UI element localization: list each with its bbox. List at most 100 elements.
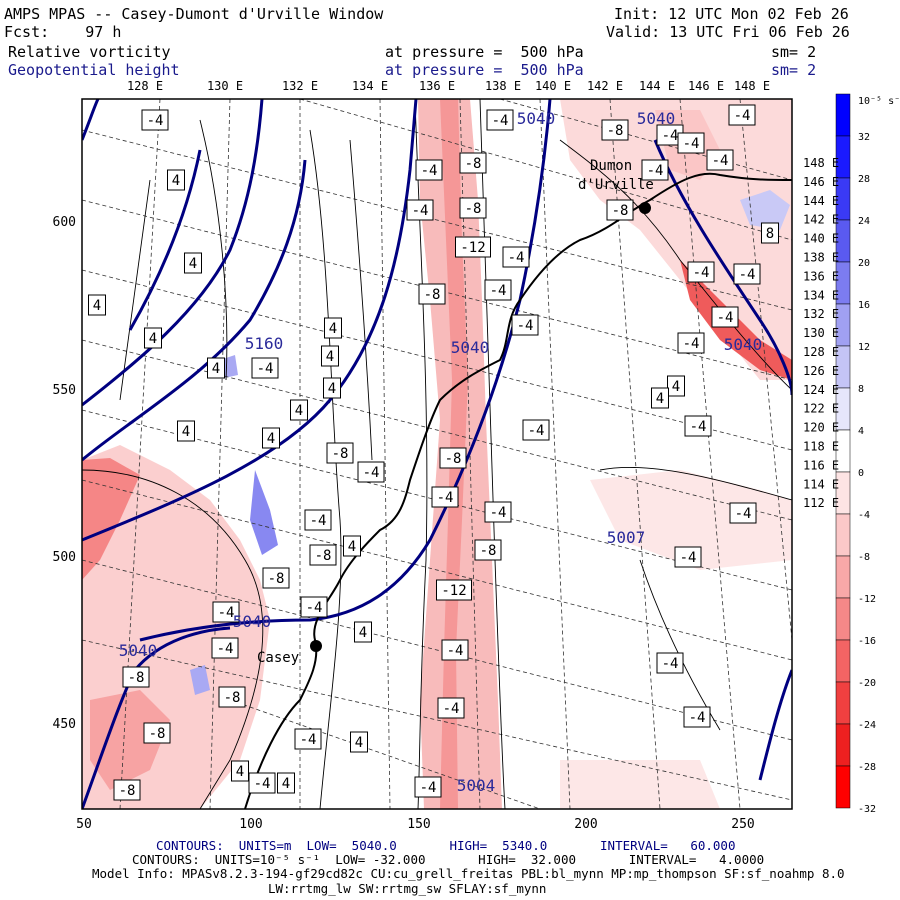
colorbar-label: 16 xyxy=(858,300,870,311)
y-tick-label: 600 xyxy=(53,215,76,230)
colorbar-label: 12 xyxy=(858,342,870,353)
colorbar-label: 32 xyxy=(858,132,870,143)
colorbar: 32 28 24 20 16 12 8 4 0 -4 -8 -12 -16 -20 -24 -28 -32 xyxy=(835,93,876,815)
svg-text:4: 4 xyxy=(212,361,220,377)
init-time: Init: 12 UTC Mon 02 Feb 26 xyxy=(614,5,849,23)
colorbar-swatch xyxy=(835,597,851,641)
svg-text:-8: -8 xyxy=(224,690,241,706)
colorbar-label: -16 xyxy=(858,636,876,647)
contour-value-box: -4 xyxy=(656,652,684,674)
map-plot-area xyxy=(82,99,792,809)
contour-value-box: 4 xyxy=(262,427,280,449)
contour-value-box: -4 xyxy=(674,546,702,568)
svg-text:-4: -4 xyxy=(147,113,164,129)
height-contour-label: 5040 xyxy=(637,109,676,128)
station-label-durville: d'Urville xyxy=(578,177,654,193)
forecast-hour: Fcst: 97 h xyxy=(4,23,122,41)
svg-text:4: 4 xyxy=(282,776,290,792)
height-contours xyxy=(82,99,792,809)
contour-value-box: -4 xyxy=(656,124,684,146)
contour-value-box: -8 xyxy=(122,666,150,688)
svg-text:4: 4 xyxy=(348,539,356,555)
footer-height-contours: CONTOURS: UNITS=m LOW= 5040.0 HIGH= 5340… xyxy=(156,838,736,853)
contour-value-box: 4 xyxy=(324,317,342,339)
svg-text:-8: -8 xyxy=(315,548,332,564)
svg-text:-8: -8 xyxy=(424,287,441,303)
right-longitude-label: 136 E xyxy=(803,269,839,283)
svg-text:-4: -4 xyxy=(447,643,464,659)
colorbar-swatch xyxy=(835,681,851,725)
colorbar-label: 0 xyxy=(858,468,864,479)
height-contour-label: 5040 xyxy=(724,335,763,354)
colorbar-label: -4 xyxy=(858,510,870,521)
footer-model-info-2: LW:rrtmg_lw SW:rrtmg_sw SFLAY:sf_mynn xyxy=(268,881,547,896)
contour-value-box: -8 xyxy=(309,544,337,566)
contour-value-box: -8 xyxy=(439,447,467,469)
svg-text:-8: -8 xyxy=(612,203,629,219)
contour-value-box: 8 xyxy=(761,222,779,244)
plot-frame xyxy=(81,98,793,810)
svg-text:-4: -4 xyxy=(739,267,756,283)
y-tick-label: 550 xyxy=(53,383,76,398)
valid-time: Valid: 13 UTC Fri 06 Feb 26 xyxy=(606,23,850,41)
contour-value-box: -8 xyxy=(262,567,290,589)
svg-text:-4: -4 xyxy=(421,163,438,179)
right-longitude-label: 116 E xyxy=(803,458,839,472)
right-longitude-label: 138 E xyxy=(803,251,839,265)
svg-text:-4: -4 xyxy=(680,550,697,566)
svg-text:-4: -4 xyxy=(257,361,274,377)
top-longitude-label: 130 E xyxy=(207,79,243,93)
svg-text:4: 4 xyxy=(172,173,180,189)
contour-value-box: -4 xyxy=(641,159,669,181)
svg-text:-4: -4 xyxy=(310,513,327,529)
x-tick-label: 250 xyxy=(731,817,754,832)
svg-text:-8: -8 xyxy=(607,123,624,139)
colorbar-label: 8 xyxy=(858,384,864,395)
svg-text:-4: -4 xyxy=(683,136,700,152)
svg-text:-4: -4 xyxy=(734,108,751,124)
y-tick-label: 500 xyxy=(53,550,76,565)
svg-text:-8: -8 xyxy=(480,543,497,559)
contour-value-box: 4 xyxy=(323,377,341,399)
y-tick-label: 450 xyxy=(53,717,76,732)
right-longitude-label: 112 E xyxy=(803,496,839,510)
svg-text:4: 4 xyxy=(328,381,336,397)
contour-value-box: 4 xyxy=(184,252,202,274)
colorbar-swatch xyxy=(835,639,851,683)
right-longitude-label: 142 E xyxy=(803,213,839,227)
svg-text:-4: -4 xyxy=(300,732,317,748)
height-contour-label: 5040 xyxy=(451,338,490,357)
top-longitude-label: 136 E xyxy=(419,79,455,93)
contour-value-box: -4 xyxy=(431,486,459,508)
contour-value-box: 4 xyxy=(651,387,669,409)
contour-value-box: -4 xyxy=(687,261,715,283)
contour-value-box: -4 xyxy=(728,104,756,126)
x-tick-label: 150 xyxy=(407,817,430,832)
contour-value-box: 4 xyxy=(177,420,195,442)
height-contour-label: 5004 xyxy=(457,776,496,795)
right-longitude-label: 118 E xyxy=(803,440,839,454)
svg-text:-4: -4 xyxy=(528,423,545,439)
svg-text:-4: -4 xyxy=(490,283,507,299)
contour-value-box: -4 xyxy=(441,639,469,661)
top-longitude-label: 138 E xyxy=(485,79,521,93)
right-longitude-label: 122 E xyxy=(803,402,839,416)
svg-text:-4: -4 xyxy=(508,250,525,266)
colorbar-label: -32 xyxy=(858,804,876,815)
top-longitude-label: 134 E xyxy=(352,79,388,93)
contour-value-box: 4 xyxy=(277,772,295,794)
svg-text:-4: -4 xyxy=(490,505,507,521)
contour-value-box: -8 xyxy=(113,779,141,801)
svg-text:4: 4 xyxy=(236,764,244,780)
svg-text:-8: -8 xyxy=(465,201,482,217)
contour-value-box: 4 xyxy=(167,169,185,191)
contour-value-box: 4 xyxy=(144,327,162,349)
contour-value-box: -4 xyxy=(251,357,279,379)
contour-value-box: -8 xyxy=(218,686,246,708)
contour-value-box: -4 xyxy=(141,109,169,131)
contour-value-box: -12 xyxy=(436,579,472,601)
svg-text:-4: -4 xyxy=(412,203,429,219)
svg-text:4: 4 xyxy=(359,625,367,641)
